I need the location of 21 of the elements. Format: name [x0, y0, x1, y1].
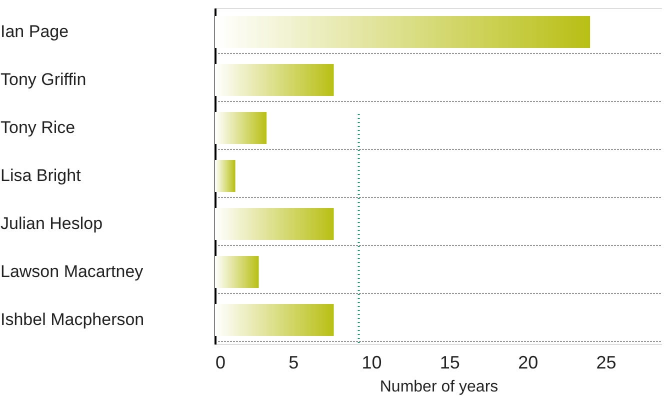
x-tick-label: 10: [362, 352, 382, 372]
x-tick-label: 5: [288, 352, 299, 372]
x-tick-label: 15: [440, 352, 460, 372]
x-tick-label: 25: [596, 352, 616, 372]
bar: [215, 208, 334, 240]
bar: [215, 256, 259, 288]
y-tick-label: Lawson Macartney: [0, 262, 144, 281]
y-tick-label: Ian Page: [0, 22, 69, 41]
y-tick-label: Lisa Bright: [0, 166, 82, 185]
y-tick-label: Tony Griffin: [0, 70, 86, 89]
y-tick-label: Julian Heslop: [0, 214, 103, 233]
bar: [215, 112, 267, 144]
x-tick-label: 20: [518, 352, 538, 372]
bar: [215, 64, 334, 96]
bar: [215, 16, 590, 48]
bar: [215, 160, 236, 192]
x-axis-title: Number of years: [380, 378, 498, 396]
bar: [215, 304, 334, 336]
y-tick-label: Ishbel Macpherson: [0, 310, 144, 329]
x-tick-label: 0: [216, 352, 226, 372]
y-tick-label: Tony Rice: [0, 118, 76, 137]
